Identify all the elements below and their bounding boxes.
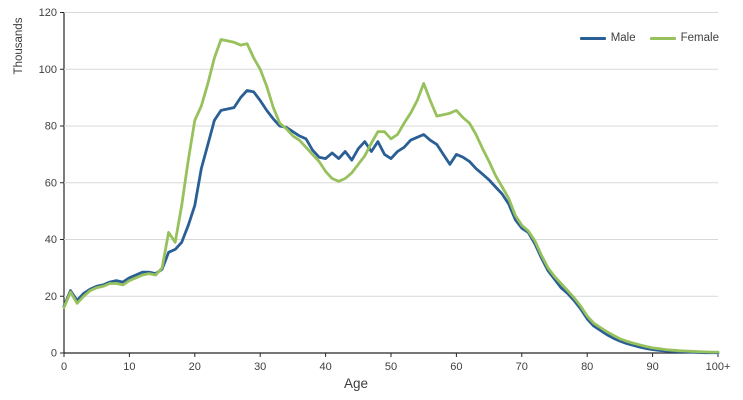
- male-line-swatch: [579, 37, 606, 41]
- y-tick-label: 20: [45, 291, 57, 303]
- legend-label-female: Female: [680, 32, 719, 44]
- x-tick-label: 80: [581, 361, 593, 373]
- y-tick-label: 80: [45, 121, 57, 133]
- x-tick-label: 20: [189, 361, 201, 373]
- x-axis-title: Age: [344, 376, 368, 391]
- x-tick-label: 50: [385, 361, 397, 373]
- x-tick-label: 60: [450, 361, 462, 373]
- x-tick-label: 10: [123, 361, 135, 373]
- x-tick-label: 70: [516, 361, 528, 373]
- series-line-male: [62, 89, 720, 355]
- female-line-swatch: [649, 37, 676, 41]
- legend-label-male: Male: [610, 32, 636, 44]
- legend-item-female: Female: [649, 32, 719, 45]
- y-tick-label: 40: [45, 234, 57, 246]
- x-tick-label: 100+: [706, 361, 731, 373]
- legend-item-male: Male: [579, 32, 636, 45]
- series-line-female: [62, 38, 720, 354]
- x-tick-label: 30: [254, 361, 266, 373]
- y-axis-title: Thousands: [13, 17, 25, 74]
- x-tick-label: 40: [319, 361, 331, 373]
- y-tick-label: 60: [45, 177, 57, 189]
- y-tick-label: 120: [39, 7, 57, 19]
- x-tick-label: 90: [646, 361, 658, 373]
- legend: Male Female: [579, 32, 719, 45]
- x-tick-label: 0: [61, 361, 67, 373]
- y-tick-label: 0: [51, 348, 57, 360]
- y-tick-label: 100: [39, 64, 57, 76]
